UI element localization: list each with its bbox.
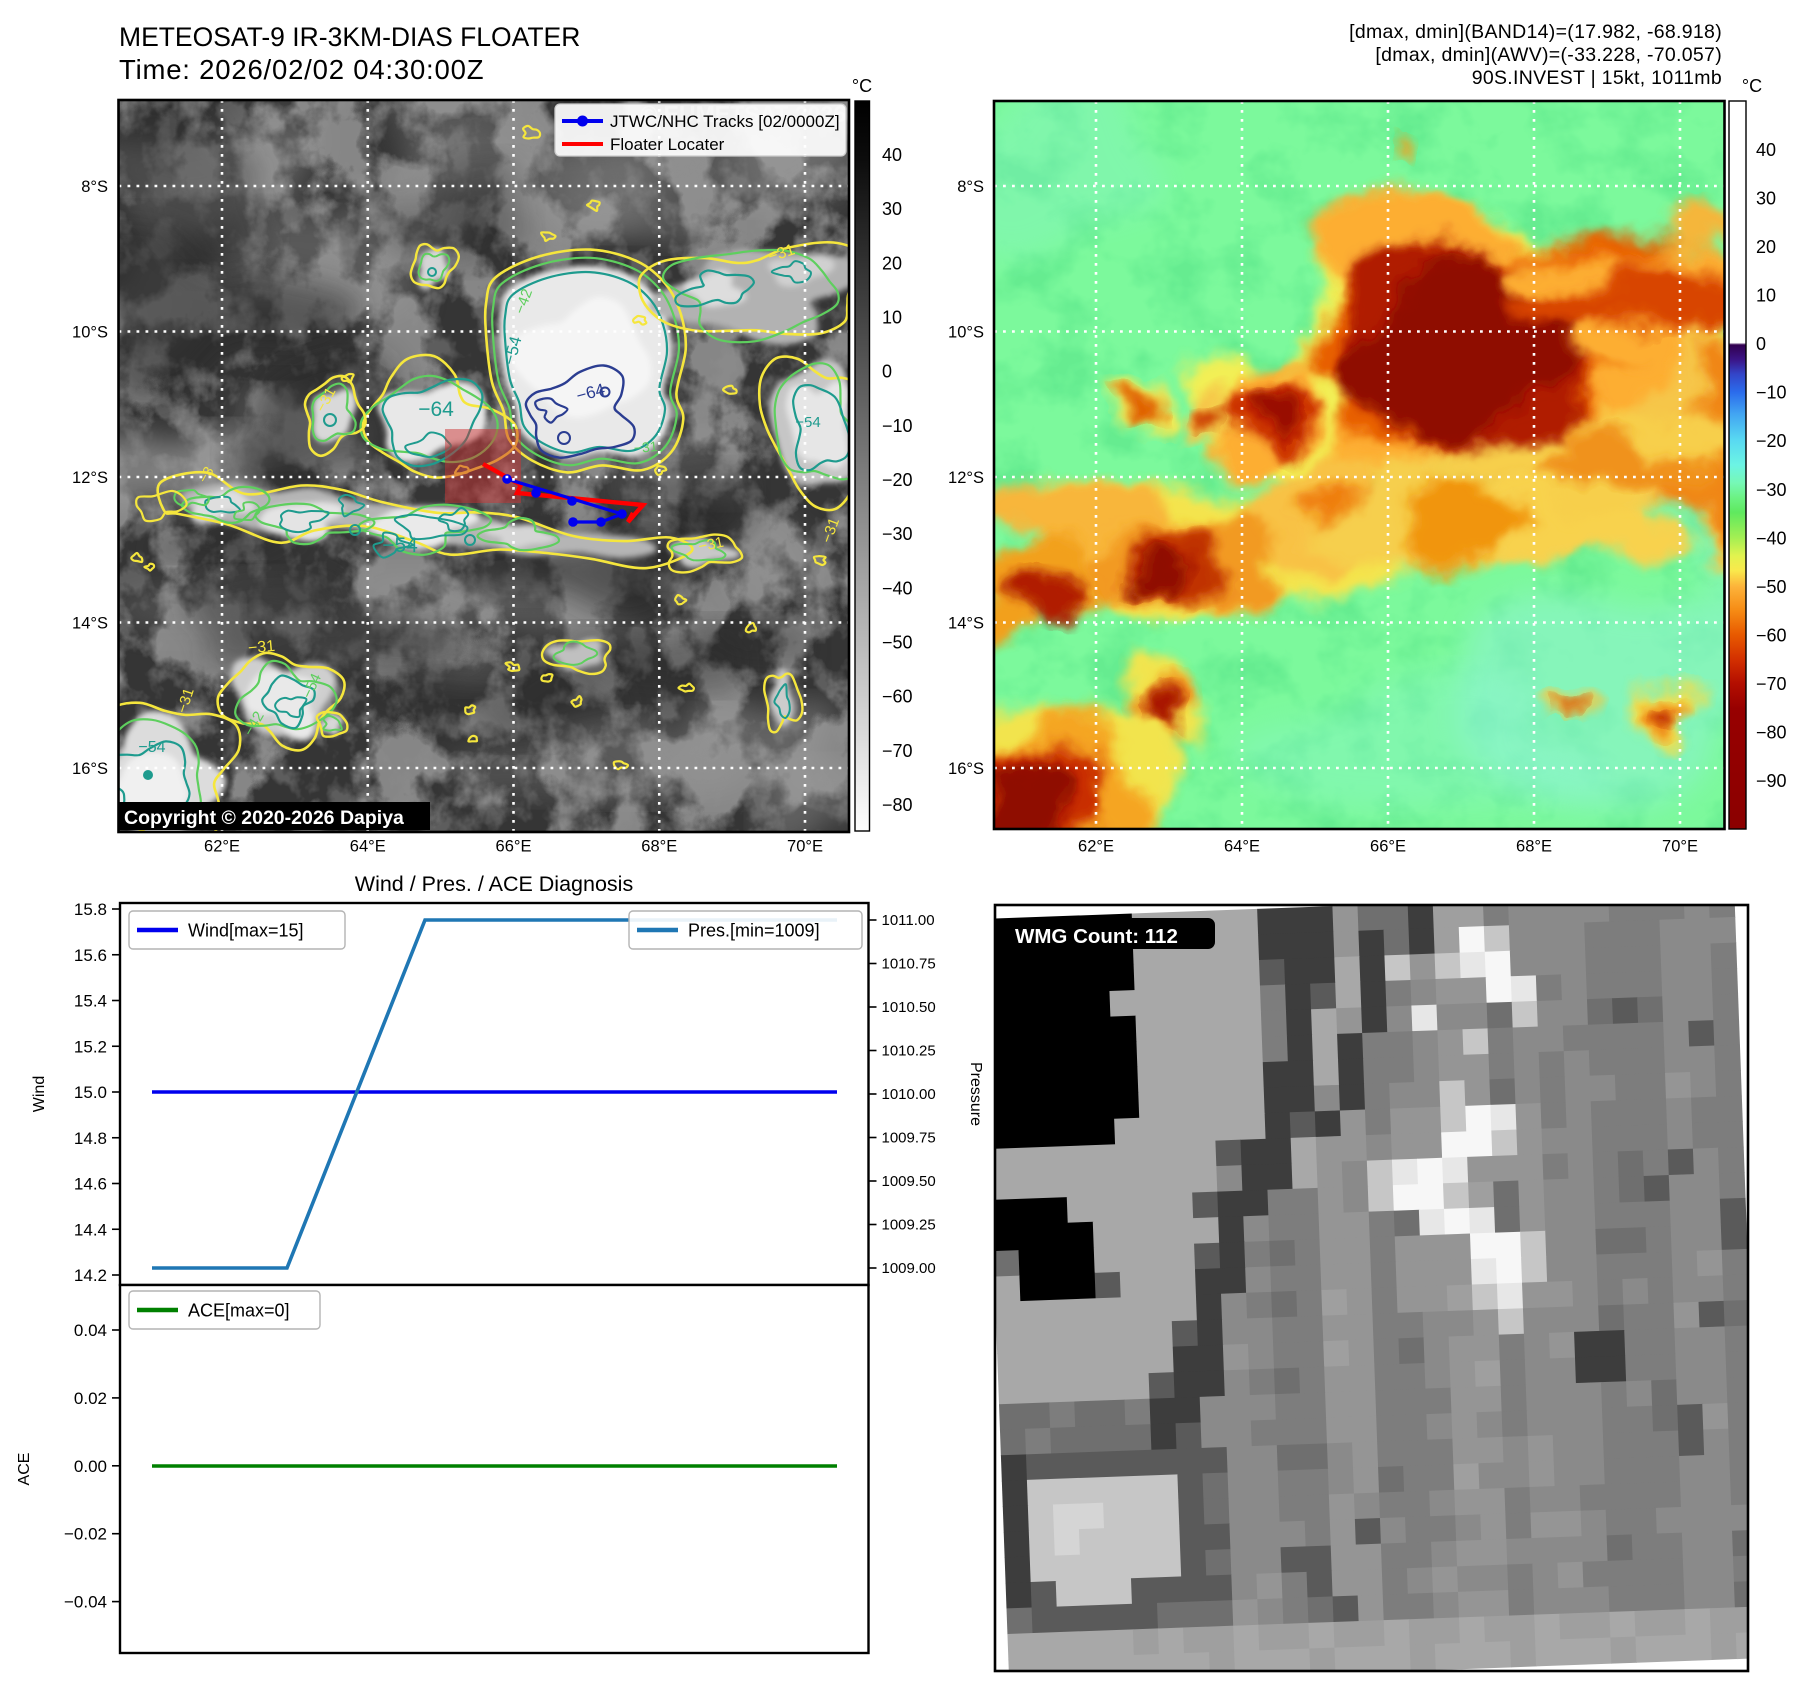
svg-text:40: 40 — [882, 145, 902, 165]
svg-text:90S.INVEST | 15kt, 1011mb: 90S.INVEST | 15kt, 1011mb — [1472, 67, 1722, 89]
svg-text:16°S: 16°S — [948, 760, 984, 778]
svg-text:10: 10 — [882, 308, 902, 328]
svg-text:1011.00: 1011.00 — [882, 912, 935, 929]
svg-text:10°S: 10°S — [948, 324, 984, 342]
svg-text:30: 30 — [882, 199, 902, 219]
svg-text:−30: −30 — [1756, 480, 1787, 500]
svg-text:Pres.[min=1009]: Pres.[min=1009] — [688, 921, 820, 941]
svg-text:64°E: 64°E — [1224, 838, 1260, 856]
svg-text:10: 10 — [1756, 286, 1776, 306]
svg-text:30: 30 — [1756, 189, 1776, 209]
svg-text:0: 0 — [882, 362, 892, 382]
svg-text:15.8: 15.8 — [74, 900, 107, 919]
svg-text:−20: −20 — [882, 470, 913, 490]
svg-text:14.8: 14.8 — [74, 1129, 107, 1148]
svg-text:1009.00: 1009.00 — [882, 1260, 936, 1277]
svg-text:−54: −54 — [138, 739, 165, 756]
svg-text:−64: −64 — [418, 398, 454, 421]
svg-text:14.4: 14.4 — [74, 1220, 107, 1239]
svg-text:15.2: 15.2 — [74, 1037, 107, 1056]
svg-text:−31: −31 — [247, 638, 276, 657]
svg-text:64°E: 64°E — [350, 838, 386, 856]
svg-text:−31: −31 — [697, 534, 725, 556]
svg-text:40: 40 — [1756, 140, 1776, 160]
svg-text:1010.25: 1010.25 — [882, 1043, 936, 1060]
svg-text:0.02: 0.02 — [74, 1389, 107, 1408]
svg-text:0.04: 0.04 — [74, 1321, 107, 1340]
svg-text:−31: −31 — [633, 438, 658, 456]
svg-text:1009.25: 1009.25 — [882, 1217, 936, 1234]
svg-text:12°S: 12°S — [948, 469, 984, 487]
svg-text:METEOSAT-9 IR-3KM-DIAS FLOATER: METEOSAT-9 IR-3KM-DIAS FLOATER — [119, 22, 580, 52]
svg-text:10°S: 10°S — [72, 324, 108, 342]
svg-text:Copyright © 2020-2026 Dapiya: Copyright © 2020-2026 Dapiya — [124, 807, 404, 829]
svg-text:Time: 2026/02/02 04:30:00Z: Time: 2026/02/02 04:30:00Z — [119, 54, 484, 85]
svg-text:°C: °C — [852, 76, 872, 96]
svg-text:JTWC/NHC Tracks [02/0000Z]: JTWC/NHC Tracks [02/0000Z] — [610, 112, 840, 131]
svg-text:ACE: ACE — [16, 1453, 33, 1486]
svg-text:−90: −90 — [1756, 771, 1787, 791]
svg-text:−54: −54 — [382, 534, 418, 557]
svg-text:ACE[max=0]: ACE[max=0] — [188, 1301, 290, 1321]
svg-text:1010.75: 1010.75 — [882, 956, 936, 973]
svg-text:68°E: 68°E — [641, 838, 677, 856]
svg-text:15.4: 15.4 — [74, 992, 107, 1011]
svg-text:−3: −3 — [195, 463, 217, 485]
svg-text:1009.75: 1009.75 — [882, 1130, 936, 1147]
svg-text:−54: −54 — [795, 414, 820, 431]
svg-text:°C: °C — [1742, 76, 1762, 96]
svg-text:8°S: 8°S — [957, 178, 984, 196]
svg-text:0.00: 0.00 — [74, 1457, 107, 1476]
svg-text:62°E: 62°E — [1078, 838, 1114, 856]
svg-text:Wind: Wind — [31, 1076, 48, 1112]
svg-text:1010.00: 1010.00 — [882, 1086, 936, 1103]
svg-text:WMG Count: 112: WMG Count: 112 — [1015, 925, 1178, 948]
svg-text:66°E: 66°E — [1370, 838, 1406, 856]
svg-text:−20: −20 — [1756, 431, 1787, 451]
svg-text:14.6: 14.6 — [74, 1175, 107, 1194]
svg-text:62°E: 62°E — [204, 838, 240, 856]
svg-text:8°S: 8°S — [81, 178, 108, 196]
svg-text:−80: −80 — [1756, 722, 1787, 742]
svg-text:68°E: 68°E — [1516, 838, 1552, 856]
svg-text:16°S: 16°S — [72, 760, 108, 778]
svg-text:[dmax, dmin](BAND14)=(17.982,: [dmax, dmin](BAND14)=(17.982, -68.918) — [1349, 21, 1722, 43]
svg-text:Floater Locater: Floater Locater — [610, 135, 725, 154]
svg-text:−50: −50 — [882, 633, 913, 653]
svg-text:20: 20 — [882, 253, 902, 273]
svg-text:20: 20 — [1756, 237, 1776, 257]
svg-text:14.2: 14.2 — [74, 1266, 107, 1285]
svg-text:−70: −70 — [1756, 674, 1787, 694]
svg-text:0: 0 — [1756, 334, 1766, 354]
svg-text:−70: −70 — [882, 741, 913, 761]
svg-text:70°E: 70°E — [1662, 838, 1698, 856]
svg-text:70°E: 70°E — [787, 838, 823, 856]
svg-text:Wind[max=15]: Wind[max=15] — [188, 921, 304, 941]
svg-text:−40: −40 — [882, 578, 913, 598]
svg-text:[dmax, dmin](AWV)=(-33.228, -7: [dmax, dmin](AWV)=(-33.228, -70.057) — [1375, 44, 1722, 66]
svg-text:−60: −60 — [1756, 625, 1787, 645]
svg-text:−60: −60 — [882, 687, 913, 707]
svg-text:−80: −80 — [882, 795, 913, 815]
svg-text:−30: −30 — [882, 524, 913, 544]
svg-text:15.6: 15.6 — [74, 946, 107, 965]
svg-text:−10: −10 — [882, 416, 913, 436]
svg-text:Wind / Pres. / ACE Diagnosis: Wind / Pres. / ACE Diagnosis — [355, 872, 633, 896]
svg-text:Pressure: Pressure — [967, 1062, 984, 1126]
svg-text:15.0: 15.0 — [74, 1083, 107, 1102]
svg-text:14°S: 14°S — [948, 615, 984, 633]
svg-text:66°E: 66°E — [496, 838, 532, 856]
svg-text:12°S: 12°S — [72, 469, 108, 487]
svg-text:−50: −50 — [1756, 577, 1787, 597]
svg-text:−10: −10 — [1756, 383, 1787, 403]
svg-text:−40: −40 — [1756, 528, 1787, 548]
svg-text:14°S: 14°S — [72, 615, 108, 633]
svg-text:−0.04: −0.04 — [64, 1593, 107, 1612]
svg-text:1009.50: 1009.50 — [882, 1173, 936, 1190]
svg-text:1010.50: 1010.50 — [882, 999, 936, 1016]
svg-text:−0.02: −0.02 — [64, 1525, 107, 1544]
